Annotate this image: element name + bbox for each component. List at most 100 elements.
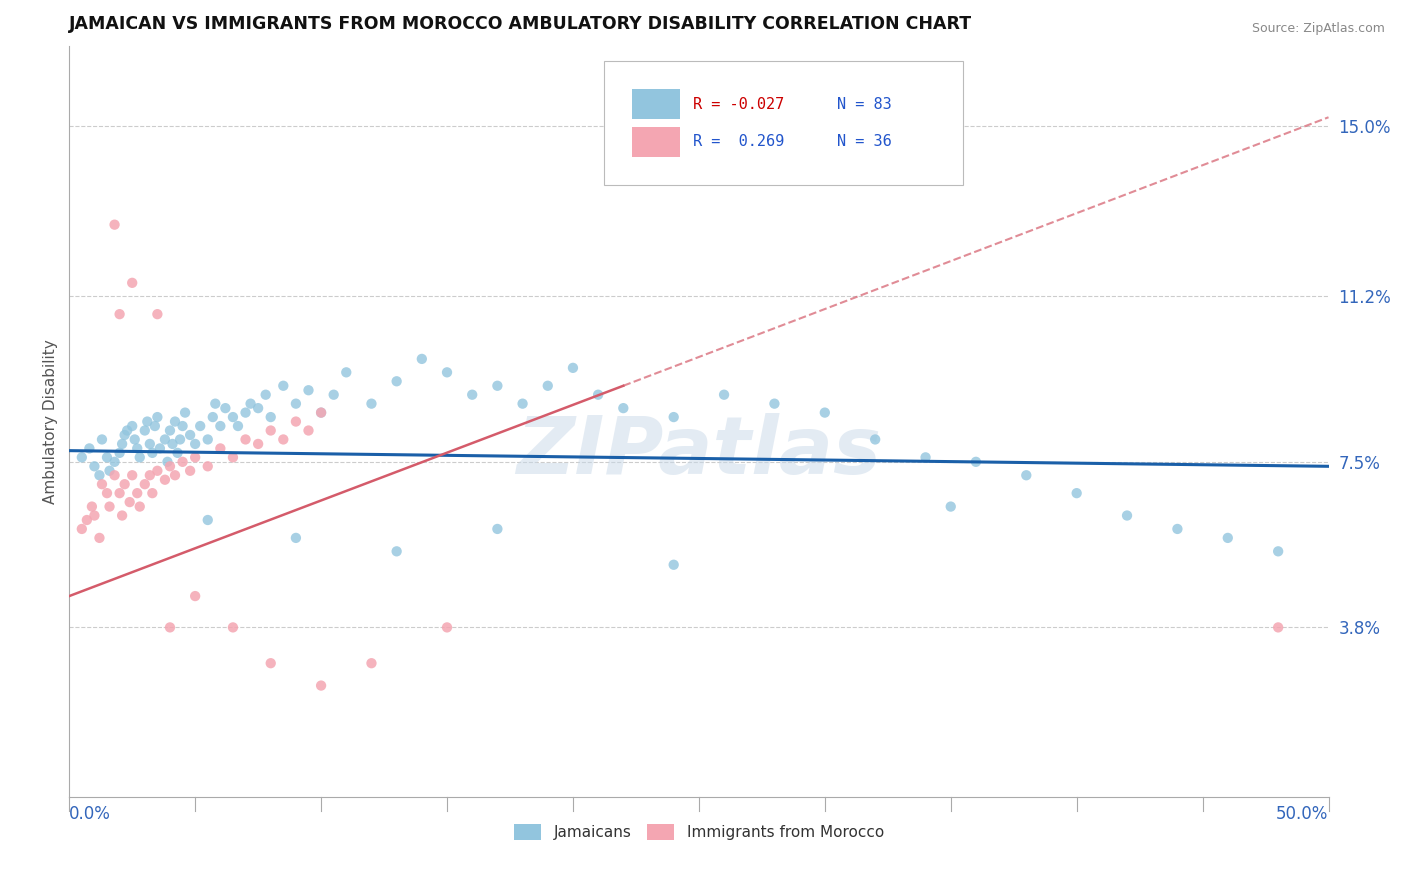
Point: [103, 468, 125, 483]
Point: [114, 428, 136, 442]
Point: [235, 406, 257, 420]
Point: [284, 531, 307, 545]
Point: [260, 410, 283, 425]
Point: [159, 459, 181, 474]
Point: [166, 446, 188, 460]
Point: [222, 620, 245, 634]
Point: [1116, 508, 1139, 523]
Point: [197, 433, 219, 447]
Point: [260, 424, 283, 438]
Point: [134, 424, 156, 438]
Text: 50.0%: 50.0%: [1277, 805, 1329, 823]
Point: [965, 455, 987, 469]
Point: [134, 477, 156, 491]
Point: [260, 656, 283, 670]
Point: [184, 589, 207, 603]
Point: [139, 468, 162, 483]
Point: [103, 455, 125, 469]
Point: [322, 387, 344, 401]
Point: [114, 477, 136, 491]
Point: [239, 397, 262, 411]
Point: [385, 374, 408, 388]
FancyBboxPatch shape: [605, 61, 963, 185]
Point: [83, 508, 105, 523]
Point: [70, 522, 93, 536]
Point: [108, 307, 131, 321]
Point: [162, 437, 184, 451]
Point: [156, 455, 179, 469]
Point: [1166, 522, 1188, 536]
Text: R = -0.027: R = -0.027: [693, 97, 783, 112]
Point: [98, 464, 121, 478]
Point: [254, 387, 277, 401]
Point: [153, 433, 176, 447]
Point: [209, 419, 232, 434]
Point: [153, 473, 176, 487]
Point: [204, 397, 226, 411]
Point: [179, 464, 201, 478]
Point: [111, 437, 134, 451]
Point: [124, 433, 146, 447]
Point: [360, 656, 382, 670]
Point: [411, 351, 433, 366]
Point: [141, 446, 163, 460]
Point: [1267, 620, 1289, 634]
Point: [284, 397, 307, 411]
Point: [1015, 468, 1038, 483]
Point: [146, 307, 169, 321]
Point: [188, 419, 211, 434]
Point: [159, 424, 181, 438]
Text: 0.0%: 0.0%: [69, 805, 111, 823]
Point: [247, 437, 270, 451]
Point: [108, 446, 131, 460]
Point: [814, 406, 837, 420]
Point: [360, 397, 382, 411]
Point: [172, 455, 194, 469]
Text: R =  0.269: R = 0.269: [693, 135, 783, 149]
Point: [184, 450, 207, 465]
Point: [586, 387, 609, 401]
Point: [127, 486, 149, 500]
FancyBboxPatch shape: [633, 89, 681, 120]
Point: [118, 495, 141, 509]
Point: [612, 401, 634, 416]
Point: [197, 459, 219, 474]
Point: [98, 500, 121, 514]
Point: [76, 513, 98, 527]
Point: [1216, 531, 1239, 545]
Point: [562, 360, 585, 375]
Point: [914, 450, 936, 465]
Point: [139, 437, 162, 451]
Legend: Jamaicans, Immigrants from Morocco: Jamaicans, Immigrants from Morocco: [508, 818, 890, 847]
Point: [335, 365, 357, 379]
Point: [436, 365, 458, 379]
Point: [103, 218, 125, 232]
Point: [297, 383, 319, 397]
Point: [149, 442, 172, 456]
Point: [197, 513, 219, 527]
Point: [209, 442, 232, 456]
Point: [121, 419, 143, 434]
Point: [284, 415, 307, 429]
Point: [146, 410, 169, 425]
Point: [146, 464, 169, 478]
Y-axis label: Ambulatory Disability: Ambulatory Disability: [44, 339, 58, 504]
Point: [222, 410, 245, 425]
Point: [486, 522, 509, 536]
Point: [174, 406, 197, 420]
Point: [309, 406, 332, 420]
Point: [91, 477, 114, 491]
Point: [486, 378, 509, 392]
Point: [172, 419, 194, 434]
Text: N = 83: N = 83: [838, 97, 893, 112]
Point: [128, 500, 150, 514]
Point: [662, 558, 685, 572]
Point: [662, 410, 685, 425]
Point: [273, 433, 295, 447]
Point: [713, 387, 735, 401]
Point: [201, 410, 224, 425]
Point: [143, 419, 166, 434]
Point: [184, 437, 207, 451]
Point: [1267, 544, 1289, 558]
Point: [214, 401, 236, 416]
